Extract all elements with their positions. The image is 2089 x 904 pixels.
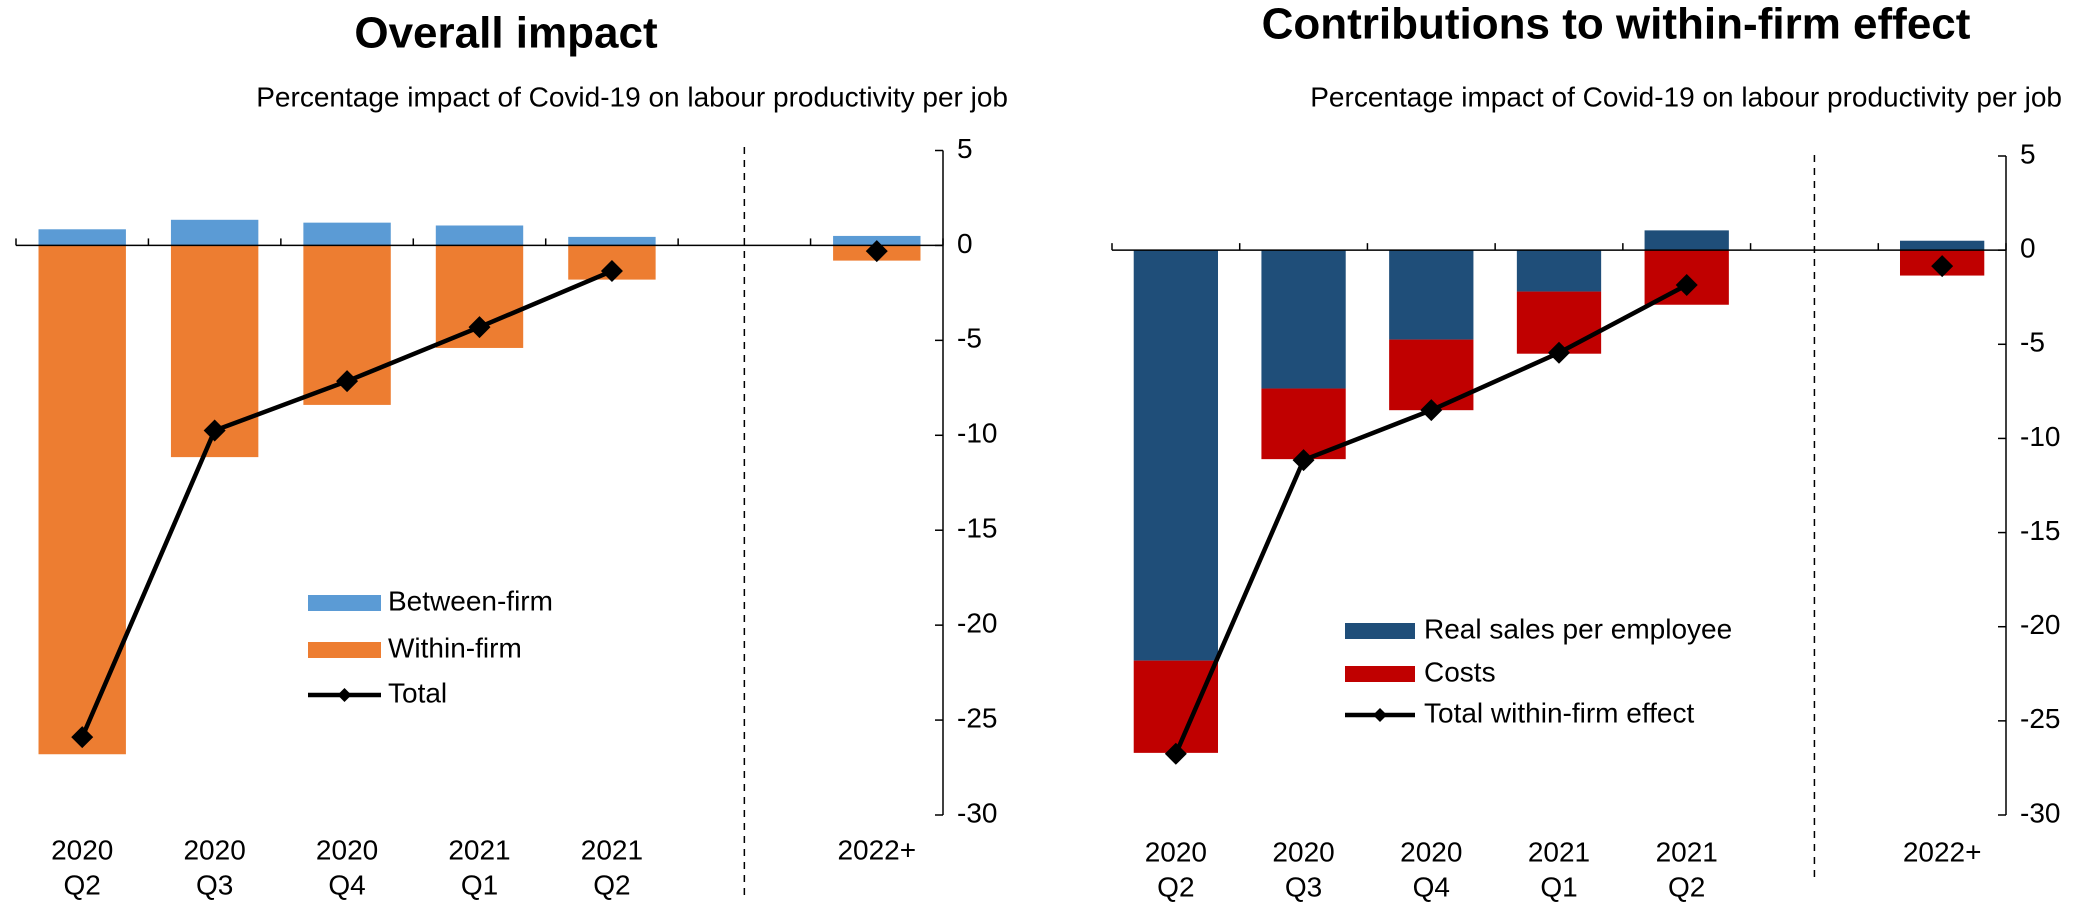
x-tick-label: 2022+	[1903, 836, 1982, 867]
legend-marker	[337, 688, 352, 702]
y-tick-label: -25	[2020, 703, 2060, 734]
marker	[468, 316, 491, 339]
bar	[1516, 250, 1602, 292]
y-tick-label: -10	[957, 418, 997, 449]
bar	[1899, 240, 1985, 251]
legend-label: Within-firm	[388, 632, 522, 663]
legend-marker	[1373, 708, 1387, 722]
y-tick-label: 5	[957, 133, 973, 164]
y-tick-label: -30	[2020, 797, 2060, 828]
bar	[1133, 660, 1219, 753]
marker	[1292, 449, 1315, 472]
bar	[1261, 388, 1346, 460]
x-tick-label: 2021	[1528, 836, 1590, 867]
bar	[1261, 250, 1346, 389]
x-tick-label: Q2	[64, 869, 101, 900]
marker	[1164, 742, 1187, 765]
y-tick-label: -15	[957, 513, 997, 544]
y-tick-label: 5	[2020, 138, 2036, 169]
x-tick-label: Q1	[461, 869, 498, 900]
y-tick-label: 0	[957, 228, 973, 259]
x-tick-label: 2021	[581, 834, 643, 865]
bar	[1644, 230, 1729, 251]
x-tick-label: Q4	[1413, 871, 1450, 902]
marker	[336, 370, 359, 393]
marker	[1420, 399, 1443, 422]
legend-label: Total	[388, 677, 447, 708]
x-tick-label: Q2	[593, 869, 630, 900]
marker	[865, 240, 888, 263]
x-tick-label: Q4	[328, 869, 365, 900]
bar	[303, 222, 391, 246]
x-tick-label: 2021	[1656, 836, 1718, 867]
marker	[203, 419, 226, 442]
legend-swatch	[308, 642, 381, 658]
x-tick-label: 2020	[316, 834, 378, 865]
marker	[71, 726, 94, 749]
y-tick-label: 0	[2020, 233, 2036, 264]
legend-label: Costs	[1424, 656, 1496, 687]
y-tick-label: -10	[2020, 421, 2060, 452]
chart-title: Overall impact	[354, 9, 658, 58]
x-tick-label: Q3	[1285, 871, 1322, 902]
chart-subtitle: Percentage impact of Covid-19 on labour …	[1310, 81, 2062, 112]
y-tick-label: -5	[2020, 327, 2045, 358]
marker	[1931, 255, 1954, 278]
bar	[1133, 250, 1219, 661]
y-tick-label: -20	[957, 608, 997, 639]
marker	[1548, 341, 1570, 364]
marker	[1675, 273, 1698, 296]
bar	[435, 225, 524, 246]
bar	[1389, 250, 1474, 340]
x-tick-label: Q3	[196, 869, 233, 900]
marker	[600, 260, 623, 283]
x-tick-label: 2022+	[837, 834, 916, 865]
chart-subtitle: Percentage impact of Covid-19 on labour …	[256, 81, 1008, 112]
x-tick-label: Q2	[1157, 871, 1194, 902]
x-tick-label: 2021	[448, 834, 510, 865]
x-tick-label: 2020	[183, 834, 245, 865]
x-tick-label: Q1	[1540, 871, 1577, 902]
legend-label: Between-firm	[388, 585, 553, 616]
bar	[38, 229, 126, 246]
legend-swatch	[1345, 623, 1415, 639]
x-tick-label: 2020	[51, 834, 113, 865]
x-tick-label: 2020	[1145, 836, 1207, 867]
x-tick-label: 2020	[1272, 836, 1334, 867]
chart-title: Contributions to within-firm effect	[1262, 0, 1971, 49]
y-tick-label: -5	[957, 323, 982, 354]
x-tick-label: 2020	[1400, 836, 1462, 867]
legend-swatch	[308, 595, 381, 611]
y-tick-label: -25	[957, 702, 997, 733]
legend-label: Real sales per employee	[1424, 613, 1732, 644]
x-tick-label: Q2	[1668, 871, 1705, 902]
bar	[170, 219, 259, 246]
y-tick-label: -20	[2020, 609, 2060, 640]
y-tick-label: -30	[957, 797, 997, 828]
bar	[38, 245, 126, 755]
y-tick-label: -15	[2020, 515, 2060, 546]
bar	[568, 236, 656, 246]
legend-label: Total within-firm effect	[1424, 697, 1694, 728]
legend-swatch	[1345, 666, 1415, 682]
